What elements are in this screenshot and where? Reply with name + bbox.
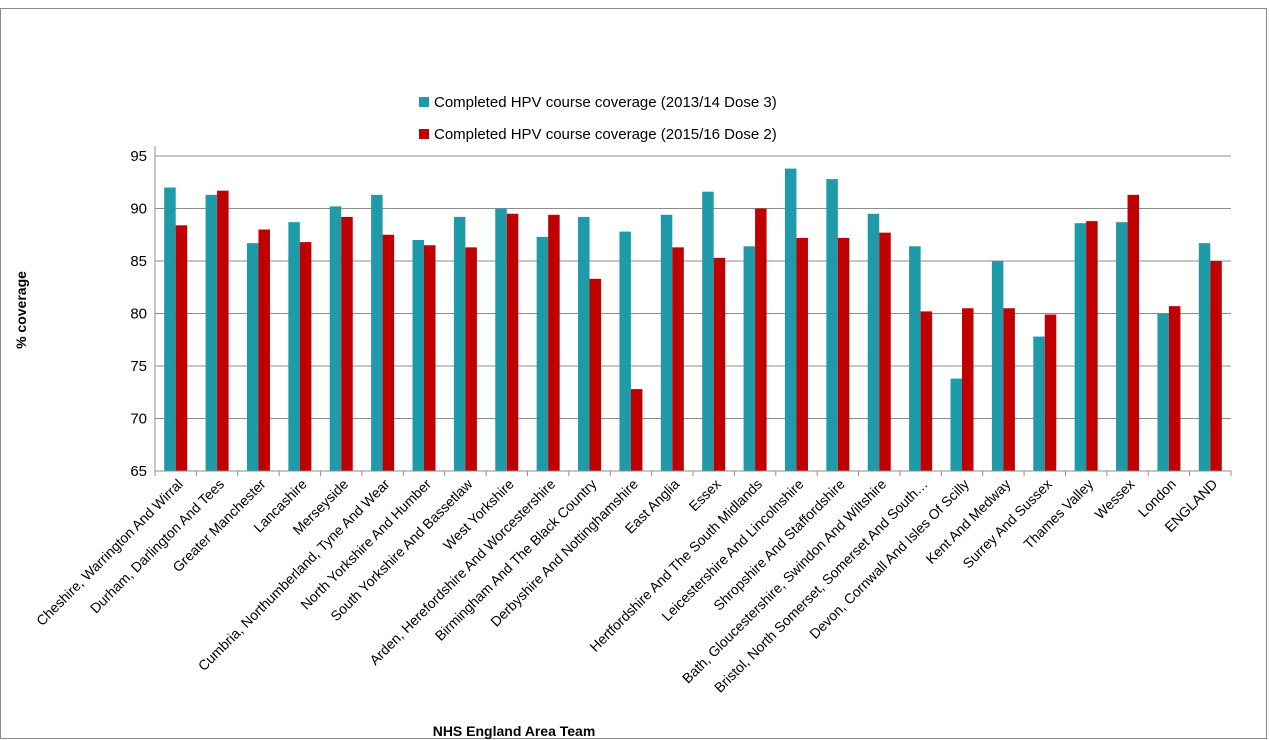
bar-dose2 bbox=[962, 308, 974, 471]
bar-dose2 bbox=[258, 229, 270, 471]
bar-dose2 bbox=[341, 216, 353, 471]
bar-dose3 bbox=[1157, 313, 1169, 471]
y-tick-label: 80 bbox=[130, 306, 147, 323]
bar-dose2 bbox=[713, 257, 726, 471]
y-tick-label: 95 bbox=[130, 148, 147, 165]
bar-dose2 bbox=[1044, 314, 1057, 471]
bar-dose3 bbox=[702, 191, 714, 471]
bar-dose3 bbox=[412, 240, 424, 471]
bar-dose3 bbox=[991, 261, 1004, 471]
bars bbox=[164, 168, 1222, 472]
category-label: Cheshire, Warrington And Wirral bbox=[33, 476, 186, 629]
bar-dose3 bbox=[743, 246, 756, 471]
bar-dose3 bbox=[867, 213, 880, 471]
bar-dose3 bbox=[909, 246, 921, 471]
legend-label: Completed HPV course coverage (2015/16 D… bbox=[434, 126, 777, 143]
bar-dose3 bbox=[578, 216, 590, 471]
bar-dose2 bbox=[837, 237, 850, 471]
bar-dose3 bbox=[205, 194, 218, 471]
bar-dose2 bbox=[630, 389, 643, 471]
bar-dose2 bbox=[920, 311, 933, 471]
bar-dose3 bbox=[784, 168, 797, 471]
legend-label: Completed HPV course coverage (2013/14 D… bbox=[434, 94, 777, 111]
bar-dose2 bbox=[589, 278, 602, 471]
category-label: Wessex bbox=[1091, 476, 1137, 522]
y-tick-label: 70 bbox=[130, 411, 147, 428]
y-tick-label: 85 bbox=[130, 253, 147, 270]
bar-dose2 bbox=[175, 225, 188, 471]
bar-dose2 bbox=[299, 242, 312, 471]
category-label: Cumbria, Northumberland, Tyne And Wear bbox=[195, 476, 393, 674]
bar-dose2 bbox=[217, 190, 229, 471]
x-axis-title: NHS England Area Team bbox=[433, 723, 596, 739]
bar-dose3 bbox=[1033, 336, 1045, 471]
bar-dose3 bbox=[826, 179, 838, 471]
y-tick-labels: 65 70 75 80 85 90 95 bbox=[130, 148, 147, 480]
bar-dose2 bbox=[1086, 221, 1098, 471]
y-tick-label: 65 bbox=[130, 463, 147, 480]
bar-dose2 bbox=[382, 234, 395, 471]
bar-dose3 bbox=[495, 208, 507, 471]
category-label: West Yorkshire bbox=[440, 476, 517, 553]
bar-dose2 bbox=[424, 245, 436, 471]
bar-dose3 bbox=[246, 243, 259, 471]
bar-dose2 bbox=[796, 237, 808, 471]
bar-dose3 bbox=[536, 236, 549, 471]
y-tick-label: 75 bbox=[130, 358, 147, 375]
bar-dose2 bbox=[755, 208, 767, 471]
bar-dose3 bbox=[371, 194, 383, 471]
bar-dose3 bbox=[164, 187, 176, 471]
bar-dose2 bbox=[465, 247, 477, 471]
bar-dose3 bbox=[1116, 222, 1128, 471]
bar-dose3 bbox=[288, 222, 300, 471]
bar-dose3 bbox=[619, 231, 631, 471]
axes bbox=[154, 146, 1231, 472]
y-tick-label: 90 bbox=[130, 201, 147, 218]
bar-dose3 bbox=[329, 206, 342, 471]
bar-dose3 bbox=[950, 378, 962, 471]
bar-dose3 bbox=[1198, 243, 1211, 471]
legend: Completed HPV course coverage (2013/14 D… bbox=[419, 94, 777, 143]
y-axis-title: % coverage bbox=[13, 271, 29, 349]
bar-dose2 bbox=[1168, 306, 1181, 471]
bar-dose2 bbox=[1127, 194, 1140, 471]
bar-dose3 bbox=[453, 216, 466, 471]
bar-dose2 bbox=[879, 232, 891, 471]
bar-dose3 bbox=[1074, 223, 1087, 471]
chart-frame bbox=[0, 8, 1267, 739]
gridlines bbox=[155, 155, 1231, 419]
category-label: Essex bbox=[686, 476, 724, 514]
bar-dose2 bbox=[506, 213, 519, 471]
bar-dose2 bbox=[1003, 308, 1015, 471]
legend-swatch bbox=[419, 129, 429, 139]
bar-dose2 bbox=[1210, 261, 1222, 471]
bar-dose2 bbox=[548, 214, 560, 472]
legend-swatch bbox=[419, 97, 429, 107]
bar-dose3 bbox=[660, 214, 673, 472]
bar-dose2 bbox=[672, 247, 684, 471]
